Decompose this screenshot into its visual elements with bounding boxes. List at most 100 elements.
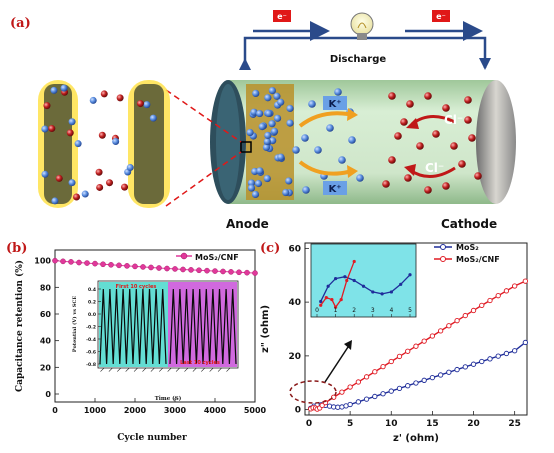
chart-c-point-mos2 xyxy=(470,361,477,367)
k-ion-sphere xyxy=(74,140,82,148)
chart-c-point-mos2-cnf xyxy=(495,293,501,299)
chart-b-xtick-label: 5000 xyxy=(244,406,267,415)
chart-c-inset-point xyxy=(330,297,334,302)
cl-ion-sphere xyxy=(95,168,103,176)
chart-c-inset-point xyxy=(371,290,375,294)
k-ion-sphere xyxy=(292,146,300,154)
k-ion-sphere xyxy=(258,123,266,131)
chart-c-point-mos2-cnf xyxy=(413,343,419,349)
k-ion-sphere xyxy=(265,109,273,118)
k-ion-sphere xyxy=(256,109,264,118)
chart-c-point-mos2 xyxy=(347,401,353,408)
chart-c-xtick-label: 10 xyxy=(385,419,398,429)
chart-c-point-mos2-cnf xyxy=(380,363,386,370)
k-ion-sphere xyxy=(277,153,285,161)
anode-ions xyxy=(246,87,294,199)
chart-b-ytick-label: 80 xyxy=(40,283,52,292)
chart-b-point xyxy=(204,267,210,274)
k-ion-sphere xyxy=(252,89,260,98)
cl-ion-sphere xyxy=(424,92,432,100)
chart-c-inset-point xyxy=(339,297,343,302)
chart-c-point-mos2-cnf xyxy=(396,353,403,360)
chart-b-point xyxy=(164,265,170,272)
cl-ion-sphere xyxy=(382,180,390,188)
chart-c-point-mos2-cnf xyxy=(339,389,345,395)
k-ion-sphere xyxy=(263,174,271,183)
inset-b-ylabel: Potential (V) vs SCE xyxy=(71,296,78,353)
electrolyte-ions xyxy=(292,88,482,194)
k-ion-sphere xyxy=(68,179,76,187)
cathode-terminal-arrow xyxy=(479,58,491,70)
k-ion-sphere xyxy=(273,92,281,100)
chart-c-inset-xtick-label: 3 xyxy=(371,307,375,314)
panel-a-label: (a) xyxy=(10,16,31,31)
cathode-cap xyxy=(476,80,516,204)
chart-b-legend-label: MoS₂/CNF xyxy=(195,253,239,262)
chart-c-inset-xtick-label: 4 xyxy=(389,307,393,314)
k-ion-sphere xyxy=(334,88,342,96)
k-ion-sphere xyxy=(262,143,271,152)
light-bulb-icon xyxy=(350,12,374,40)
chart-c-inset-point xyxy=(352,278,356,283)
chart-b-ytick-label: 0 xyxy=(45,390,51,399)
k-ion-sphere xyxy=(282,188,290,197)
k-ion-sphere xyxy=(126,164,134,172)
k-ion-sphere xyxy=(263,137,271,146)
chart-b-point xyxy=(236,269,242,276)
anode-label: Anode xyxy=(226,217,269,231)
chart-c-point-mos2 xyxy=(363,396,370,402)
inset-b-ytick-label: -0.8 xyxy=(86,362,96,368)
chart-c-point-mos2-cnf xyxy=(355,379,362,385)
chart-c-point-mos2 xyxy=(380,391,386,397)
chart-c-inset-point xyxy=(389,290,393,294)
chart-c-point-mos2 xyxy=(429,374,436,381)
cl-ion-sphere xyxy=(66,129,74,137)
chart-c-point-mos2-cnf xyxy=(363,374,370,380)
k-ion-sphere xyxy=(301,134,309,142)
chart-c-xtick-label: 0 xyxy=(306,419,312,429)
cl-ion-label-2: Cl⁻ xyxy=(425,161,444,175)
chart-c-point-mos2-cnf xyxy=(487,297,493,304)
chart-c-point-mos2 xyxy=(372,393,378,400)
chart-c-inset-point xyxy=(319,303,323,307)
k-ion-sphere xyxy=(254,179,263,188)
cl-ion-sphere xyxy=(442,182,450,190)
chart-b-point xyxy=(60,258,66,265)
panel-b-label: (b) xyxy=(6,241,27,256)
cl-ion-sphere xyxy=(116,94,124,102)
chart-c-inset-xtick-label: 5 xyxy=(408,307,412,314)
k-ion-sphere xyxy=(286,104,294,113)
anode-terminal-arrow xyxy=(239,58,251,70)
chart-c-series xyxy=(307,278,529,412)
cl-ion-sphere xyxy=(406,100,414,108)
zoom-line-bottom xyxy=(165,151,242,207)
chart-c-ytick-label: 20 xyxy=(288,352,301,362)
k-ion-sphere xyxy=(89,96,97,104)
magnified-electrode xyxy=(38,80,170,208)
panel-b: (b) 0 1000 2000 3000 4000 5000 0 20 40 60 80 100 Cy… xyxy=(6,241,267,443)
k-ion-sphere xyxy=(268,120,276,128)
inset-b-ytick-label: -0.4 xyxy=(86,337,96,343)
chart-c-inset-point xyxy=(345,278,349,283)
chart-c-ytick-label: 40 xyxy=(288,298,301,308)
chart-c-inset-point xyxy=(334,276,338,281)
k-ion-sphere xyxy=(41,170,49,178)
chart-b-point xyxy=(188,267,194,273)
electron-badge-left xyxy=(273,10,291,22)
cl-ion-sphere xyxy=(416,142,424,150)
chart-b-xlabel: Cycle number xyxy=(117,433,187,443)
chart-b-point xyxy=(68,259,74,265)
cl-ion-sphere xyxy=(400,118,408,126)
chart-c-point-mos2-cnf xyxy=(454,318,460,324)
k-ion-sphere xyxy=(264,131,272,140)
chart-c-point-mos2-cnf xyxy=(512,283,518,289)
k-ion-sphere xyxy=(246,128,254,137)
chart-c-point-mos2 xyxy=(388,388,394,394)
chart-b-point xyxy=(156,265,162,271)
chart-c-point-mos2 xyxy=(512,348,518,354)
chart-c-inset-xtick-label: 2 xyxy=(352,307,356,314)
chart-b-ytick-label: 100 xyxy=(34,257,51,266)
chart-c-inset-point xyxy=(343,275,347,279)
chart-b-point xyxy=(252,270,258,276)
